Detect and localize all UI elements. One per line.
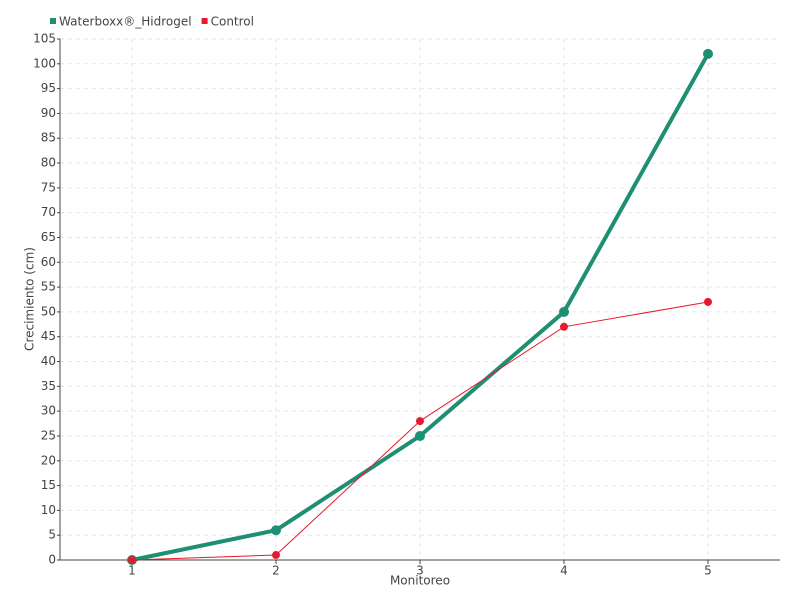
data-point — [703, 48, 713, 59]
y-tick-label: 65 — [41, 230, 56, 244]
y-tick-label: 25 — [41, 428, 56, 442]
data-point — [560, 322, 568, 331]
y-tick-label: 0 — [48, 553, 56, 567]
x-tick-label: 1 — [128, 564, 136, 578]
x-tick-label: 5 — [704, 564, 712, 578]
data-point — [415, 430, 425, 441]
y-tick-label: 100 — [33, 56, 56, 70]
legend-swatch — [50, 18, 56, 24]
legend-label: Waterboxx®_Hidrogel — [59, 15, 192, 29]
data-point — [128, 556, 136, 564]
data-point — [271, 525, 281, 536]
y-tick-label: 35 — [41, 379, 56, 393]
y-axis-label: Crecimiento (cm) — [23, 247, 37, 351]
y-tick-label: 30 — [41, 404, 56, 418]
y-tick-label: 10 — [41, 503, 56, 517]
y-tick-label: 55 — [41, 280, 56, 294]
y-tick-label: 20 — [41, 453, 56, 467]
y-tick-label: 50 — [41, 304, 56, 318]
y-tick-label: 70 — [41, 205, 56, 219]
y-tick-label: 40 — [41, 354, 56, 368]
x-tick-label: 3 — [416, 564, 424, 578]
data-point — [559, 306, 569, 317]
y-tick-label: 85 — [41, 131, 56, 145]
x-axis-label: Monitoreo — [390, 574, 450, 588]
x-tick-label: 4 — [560, 564, 568, 578]
legend-label: Control — [211, 15, 254, 29]
legend-swatch — [201, 18, 208, 24]
y-tick-label: 5 — [48, 528, 56, 542]
x-tick-label: 2 — [272, 564, 280, 578]
y-tick-label: 95 — [41, 81, 56, 95]
y-tick-label: 75 — [41, 180, 56, 194]
y-tick-label: 90 — [41, 106, 56, 120]
data-point — [272, 551, 280, 560]
y-tick-label: 105 — [33, 32, 56, 46]
y-tick-label: 15 — [41, 478, 56, 492]
y-tick-label: 45 — [41, 329, 56, 343]
data-point — [704, 297, 712, 306]
y-tick-label: 60 — [41, 255, 56, 269]
data-point — [416, 417, 424, 426]
y-tick-label: 80 — [41, 156, 56, 170]
